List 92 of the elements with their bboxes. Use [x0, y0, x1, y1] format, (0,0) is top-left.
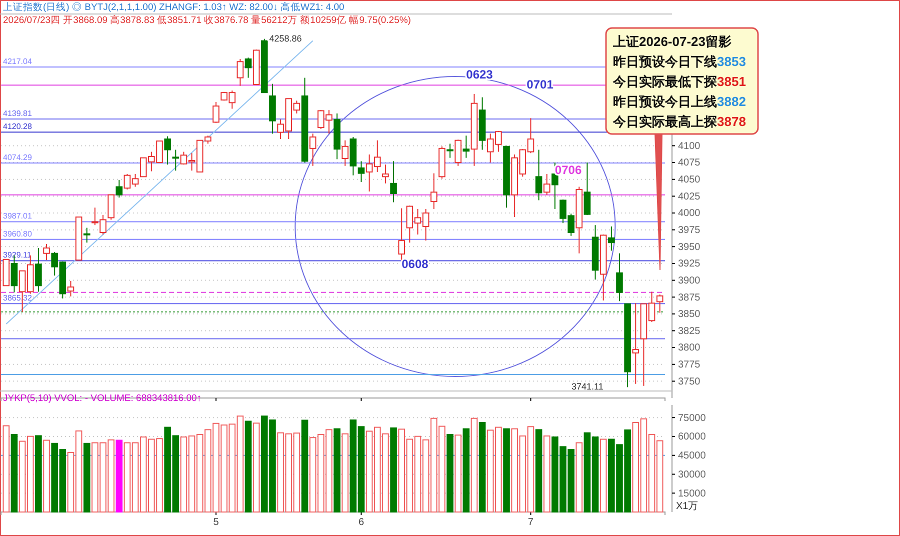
candlestick [108, 194, 114, 220]
candlestick [67, 280, 74, 297]
y-tick-label: 3825 [678, 326, 701, 337]
bar [503, 428, 510, 512]
y-tick-label: 4075 [678, 158, 701, 169]
y-axis-title: X1万 [676, 501, 698, 512]
y-tick-label: 3925 [678, 258, 701, 270]
candlestick [535, 149, 542, 201]
annotation: 今日实际最低下探3851 [612, 74, 746, 89]
candlestick [83, 227, 90, 244]
bar [334, 428, 340, 512]
ref-line-label: 4120.28 [3, 122, 32, 132]
annotation: 4258.86 [269, 33, 302, 44]
candlestick [212, 102, 220, 124]
candlestick [608, 226, 615, 252]
x-tick-label: 7 [528, 517, 534, 528]
y-tick-label: 45000 [678, 450, 706, 462]
annotation: 上证2026-07-23留影 [612, 34, 732, 49]
bar [454, 434, 462, 512]
candlestick [116, 180, 123, 198]
x-tick-label: 6 [358, 517, 364, 528]
candlestick [309, 133, 316, 166]
candlestick [616, 252, 623, 302]
bar [252, 422, 260, 512]
bar [10, 434, 18, 512]
y-tick-label: 3875 [678, 292, 701, 304]
bar [390, 427, 397, 512]
y-tick-label: 30000 [678, 469, 706, 480]
bar [470, 418, 478, 512]
bar [83, 442, 90, 512]
y-tick-label: 3775 [678, 360, 701, 371]
bar [43, 440, 50, 512]
candlestick [236, 58, 244, 86]
bar [244, 420, 252, 512]
bar [446, 434, 454, 512]
bar [35, 435, 42, 512]
y-tick-label: 60000 [678, 432, 706, 443]
candlestick [584, 162, 591, 216]
y-tick-label: 75000 [678, 412, 706, 424]
candlestick [543, 173, 550, 196]
bar [116, 440, 123, 512]
ref-line-label: 3929.11 [3, 250, 32, 260]
candlestick [446, 143, 454, 158]
annotation: 0608 [402, 257, 429, 272]
bar [478, 422, 486, 512]
candlestick [35, 247, 42, 292]
bar [462, 428, 470, 512]
candlestick [164, 136, 171, 166]
annotation: 今日实际最高上探3878 [612, 114, 746, 129]
ref-line-label: 4074.29 [3, 153, 32, 162]
y-tick-label: 4050 [678, 174, 701, 186]
y-tick-label: 4000 [678, 208, 701, 220]
candlestick [342, 140, 349, 166]
annotation: 昨日预设今日上线3882 [613, 94, 746, 109]
candlestick [390, 160, 397, 203]
bar [342, 433, 349, 512]
candlestick [430, 172, 438, 210]
y-tick-label: 4100 [678, 140, 701, 152]
chart-title: 上证指数(日线) ◎ BYTJ(2,1,1,1.00) ZHANGF: 1.03↑ WZ: 82.00↓ 高低WZ1: 4.00 [3, 1, 344, 13]
candlestick [454, 139, 462, 166]
candlestick [632, 302, 640, 384]
chart-subtitle: 2026/07/23四 开3868.09 高3878.83 低3851.71 收3876.78 量56212万 额10259亿 幅9.75(0.25%) [3, 14, 411, 26]
annotation: 昨日预设今日下线3853 [613, 54, 746, 69]
y-tick-label: 3850 [678, 309, 701, 320]
y-tick-label: 15000 [678, 488, 706, 500]
candlestick [172, 149, 180, 172]
bar [543, 435, 550, 512]
bar [301, 420, 308, 512]
candlestick [382, 164, 389, 184]
bar [535, 429, 542, 512]
chart-title: JYKP(5,10) VVOL: - VOLUME: 688343816.00↑ [3, 393, 202, 404]
y-tick-label: 4025 [678, 191, 701, 202]
y-tick-label: 3800 [678, 342, 701, 354]
bar [600, 438, 607, 512]
ref-line-label: 3960.80 [3, 229, 32, 238]
candlestick [656, 294, 664, 314]
ref-line-label: 4217.04 [3, 56, 32, 66]
x-tick-label: 5 [213, 517, 220, 528]
bar [576, 442, 583, 512]
y-tick-label: 3750 [678, 376, 701, 388]
y-tick-label: 3900 [678, 275, 701, 286]
candlestick [358, 160, 365, 183]
candlestick [244, 57, 252, 78]
ref-line-label: 4139.81 [3, 108, 32, 118]
annotation: 3741.11 [571, 381, 604, 392]
y-tick-label: 3950 [678, 242, 701, 253]
ref-line-label: 3987.01 [3, 212, 32, 221]
candlestick [462, 135, 470, 158]
bar [2, 425, 10, 512]
annotation: 0623 [466, 67, 494, 82]
candlestick [43, 243, 50, 261]
y-tick-label: 3975 [678, 225, 701, 236]
